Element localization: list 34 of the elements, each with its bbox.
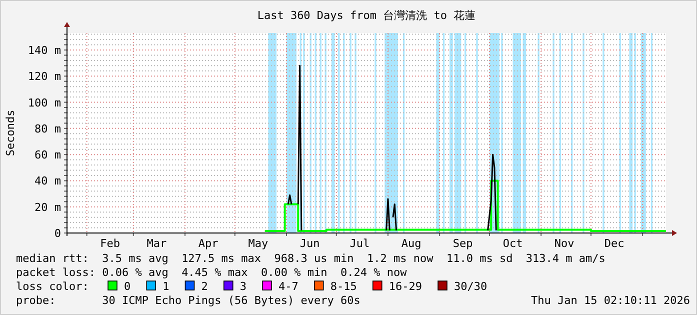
chart-title: Last 360 Days from 台灣清洗 to 花蓮 (257, 9, 476, 22)
x-tick-label: Nov (554, 237, 575, 250)
y-tick-label: 40 m (34, 174, 62, 188)
y-axis-title: Seconds (4, 110, 17, 156)
legend-label: 3 (240, 280, 246, 293)
text: probe: 30 ICMP Echo Pings (56 Bytes) every 60s (16, 294, 360, 307)
text: median rtt: 3.5 ms avg 127.5 ms max 968.3 us min 1.2 ms now 11.0 ms sd 313.4 m am/s (16, 252, 606, 265)
legend-label: 2 (201, 280, 208, 293)
x-tick-label: Sep (452, 237, 473, 250)
x-tick-label: Mar (146, 237, 168, 250)
y-tick-label: 120 m (28, 70, 62, 84)
x-tick-label: Jul (350, 237, 370, 250)
x-tick-label: Jun (300, 237, 320, 250)
y-tick-label: 80 m (34, 122, 62, 136)
legend-title: loss color: (16, 280, 89, 293)
legend-label: 8-15 (330, 280, 357, 293)
x-tick-label: Oct (502, 237, 523, 250)
y-tick-label: 20 m (34, 200, 62, 214)
x-tick-label: Apr (198, 237, 219, 250)
text: Thu Jan 15 02:10:11 2026 (531, 294, 690, 307)
legend-label: 1 (162, 280, 170, 293)
y-tick-label: 100 m (28, 96, 62, 110)
legend-label: 0 (124, 280, 131, 293)
y-tick-label: 60 m (34, 148, 62, 162)
y-tick-label: 140 m (28, 44, 62, 57)
text: packet loss: 0.06 % avg 4.45 % max 0.00 % min 0.24 % now (16, 266, 408, 279)
x-tick-label: Feb (100, 237, 120, 250)
x-tick-label: Dec (604, 237, 624, 250)
y-tick-label: 0 (54, 227, 61, 240)
legend-label: 16-29 (388, 280, 422, 293)
x-tick-label: May (248, 237, 269, 250)
legend-label: 30/30 (454, 280, 488, 293)
legend-label: 4-7 (278, 280, 298, 293)
x-tick-label: Aug (401, 237, 422, 250)
